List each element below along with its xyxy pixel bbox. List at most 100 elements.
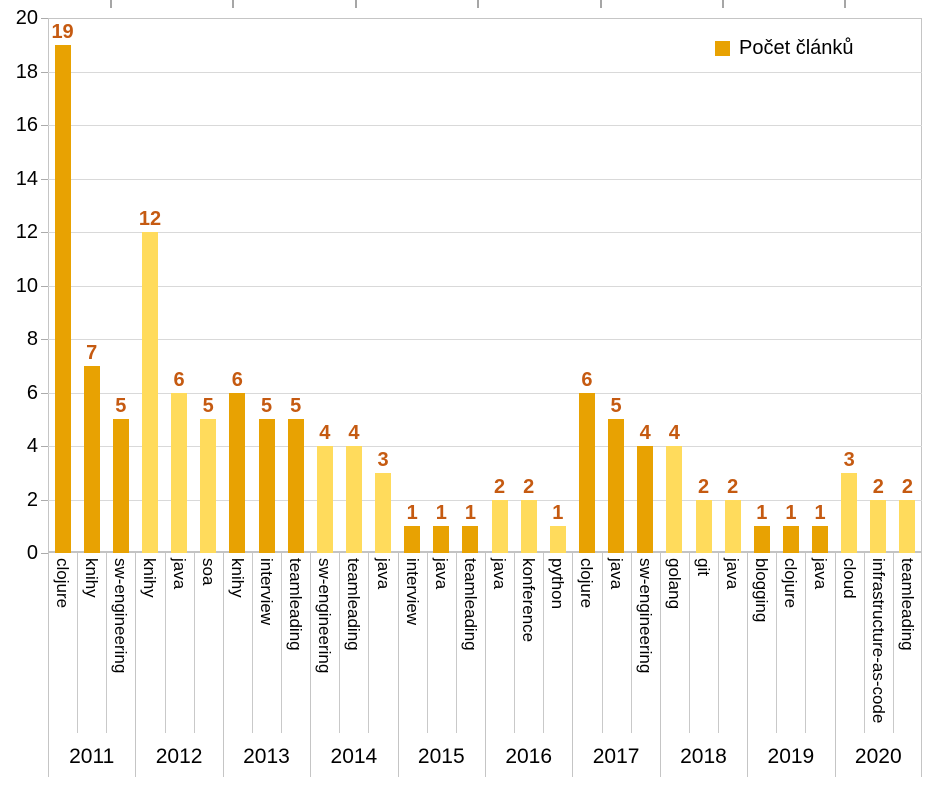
bar-java-2014 <box>375 472 392 553</box>
y-axis-tick <box>41 18 48 19</box>
category-label: git <box>694 558 713 576</box>
bar-value-label: 5 <box>290 395 302 418</box>
category-label: interview <box>257 558 276 626</box>
group-separator-line <box>485 553 486 777</box>
year-label: 2015 <box>417 745 465 768</box>
group-separator-line <box>135 553 137 777</box>
category-separator-line <box>251 553 253 733</box>
bar-sw-engineering-2011 <box>112 419 129 553</box>
bar-sw-engineering-2014 <box>316 446 333 553</box>
category-label: soa <box>198 558 218 586</box>
group-separator-line <box>659 553 661 777</box>
bar-python-2016 <box>549 526 566 553</box>
top-edge-tick <box>600 0 602 8</box>
bar-value-label: 19 <box>51 20 74 43</box>
y-axis-tick <box>41 339 48 340</box>
category-separator-line <box>281 553 283 733</box>
group-separator-line <box>310 553 312 777</box>
bar-value-label: 5 <box>115 395 127 418</box>
bar-teamleading-2015 <box>462 526 479 553</box>
y-axis-tick <box>41 178 48 180</box>
category-label: knihy <box>82 558 102 598</box>
y-axis-tick <box>41 232 48 233</box>
group-separator-line <box>747 553 749 777</box>
category-label: clojure <box>53 558 73 609</box>
y-axis-tick <box>41 71 48 73</box>
y-gridline <box>48 285 922 287</box>
bar-sw-engineering-2017 <box>637 446 654 553</box>
bar-value-label: 1 <box>406 502 418 525</box>
year-label: 2016 <box>505 745 553 768</box>
year-label: 2019 <box>767 745 815 768</box>
bar-java-2018 <box>724 499 741 553</box>
category-separator-line <box>106 553 108 733</box>
category-label: knihy <box>140 558 160 598</box>
y-gridline <box>48 499 922 501</box>
y-axis-tick-label: 6 <box>26 381 38 404</box>
category-label: java <box>723 558 743 590</box>
bar-value-label: 6 <box>173 368 185 391</box>
y-axis-tick <box>41 553 48 554</box>
y-axis-tick <box>41 392 48 394</box>
category-label: blogging <box>752 558 772 623</box>
bar-clojure-2017 <box>578 392 595 553</box>
year-label: 2020 <box>854 745 902 768</box>
bar-value-label: 1 <box>552 502 564 525</box>
category-label: golang <box>664 558 684 610</box>
legend: Počet článků <box>715 36 854 60</box>
category-label: infrastructure-as-code <box>868 558 888 724</box>
category-label: teamleading <box>344 558 364 651</box>
category-separator-line <box>863 553 865 733</box>
bar-teamleading-2013 <box>287 419 304 553</box>
bar-value-label: 7 <box>86 341 98 364</box>
y-axis-tick-label: 16 <box>15 114 38 136</box>
bar-knihy-2011 <box>83 365 100 553</box>
year-label: 2018 <box>680 745 727 768</box>
bar-java-2015 <box>433 526 450 553</box>
category-separator-line <box>164 553 166 733</box>
group-separator-line <box>834 553 836 777</box>
category-separator-line <box>455 553 457 733</box>
category-label: sw-engineering <box>111 558 131 674</box>
bar-value-label: 1 <box>814 502 826 525</box>
group-separator-line <box>222 553 224 777</box>
category-label: teamleading <box>897 558 917 651</box>
y-gridline <box>48 178 922 180</box>
category-separator-line <box>776 553 778 733</box>
year-label: 2014 <box>330 745 378 768</box>
y-axis-tick <box>41 499 48 501</box>
bar-interview-2015 <box>404 526 421 553</box>
category-separator-line <box>368 553 370 733</box>
category-label: java <box>431 558 451 590</box>
y-axis-tick <box>41 446 48 447</box>
bar-interview-2013 <box>258 419 275 553</box>
category-separator-line <box>805 553 807 733</box>
year-label: 2012 <box>155 745 203 768</box>
y-axis-tick-label: 0 <box>26 542 38 564</box>
legend-label: Počet článků <box>739 37 854 59</box>
category-label: sw-engineering <box>315 558 335 674</box>
bar-teamleading-2014 <box>345 446 362 553</box>
top-edge-tick <box>844 0 846 8</box>
bar-java-2016 <box>491 499 508 553</box>
bar-value-label: 3 <box>377 448 389 471</box>
category-separator-line <box>543 553 545 733</box>
year-label: 2011 <box>69 745 115 768</box>
category-separator-line <box>77 553 79 733</box>
top-edge-tick <box>232 0 234 8</box>
category-label: python <box>548 558 568 610</box>
bar-clojure-2011 <box>54 44 71 553</box>
category-label: java <box>810 558 830 590</box>
bar-git-2018 <box>695 499 712 553</box>
category-separator-line <box>601 553 603 733</box>
category-separator-line <box>718 553 720 733</box>
y-gridline <box>48 232 922 233</box>
y-gridline <box>48 339 922 340</box>
bar-blogging-2019 <box>753 526 770 553</box>
bar-value-label: 5 <box>610 395 622 418</box>
category-label: java <box>606 558 626 590</box>
y-gridline <box>48 446 922 447</box>
category-label: java <box>373 558 393 590</box>
category-separator-line <box>514 553 516 733</box>
